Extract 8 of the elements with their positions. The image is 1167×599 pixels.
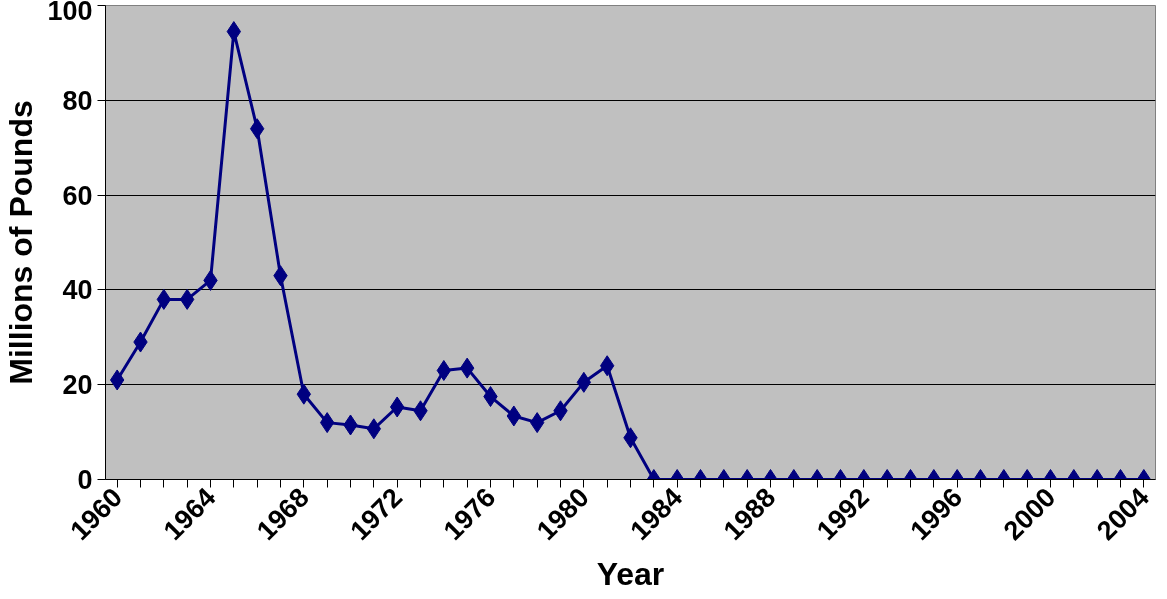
y-tick-label: 60 bbox=[62, 180, 93, 211]
y-tick-label: 80 bbox=[62, 85, 93, 116]
y-tick-label: 20 bbox=[62, 370, 93, 401]
y-tick-label: 40 bbox=[62, 275, 93, 306]
y-tick-label: 0 bbox=[77, 465, 93, 495]
x-axis-title: Year bbox=[596, 556, 665, 593]
y-axis-title: Millions of Pounds bbox=[3, 100, 40, 385]
y-tick-label: 100 bbox=[47, 0, 93, 26]
